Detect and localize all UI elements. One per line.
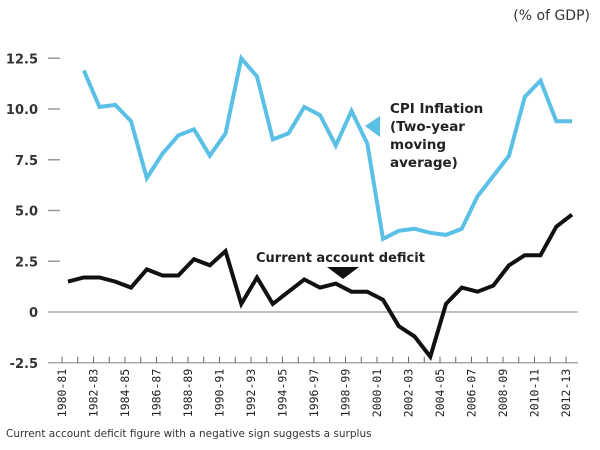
x-axis: 1980-81 1982-83 1984-85 1986-87 1988-89 1990-…: [48, 356, 578, 418]
xtick-label: 1984-85: [118, 369, 132, 417]
ytick-label: 10.0: [6, 103, 38, 118]
cpi-label-line: average): [390, 155, 458, 171]
cpi-pointer-icon: [365, 116, 380, 137]
cpi-label-line: CPI Inflation: [390, 101, 483, 117]
cpi-inflation-line: [81, 53, 572, 242]
y-axis: 12.5 10.0 7.5 5.0 2.5 0 -2.5: [6, 52, 578, 372]
current-account-deficit-line: [67, 213, 574, 361]
unit-label: (% of GDP): [513, 8, 590, 24]
xtick-label: 1986-87: [150, 369, 164, 418]
ytick-label: 2.5: [15, 255, 38, 270]
cpi-label-line: (Two-year: [390, 119, 465, 135]
xtick-label: 2002-03: [402, 369, 416, 418]
xtick-label: 1992-93: [244, 369, 258, 418]
xtick-label: 2010-11: [528, 369, 542, 418]
xtick-label: 1982-83: [87, 369, 101, 418]
cad-pointer-icon: [327, 267, 359, 279]
ytick-label: 7.5: [15, 154, 38, 169]
ytick-label: 0: [29, 306, 38, 321]
footnote: Current account deficit figure with a ne…: [6, 428, 372, 440]
annotation-layer: CPI Inflation (Two-year moving average) Curr…: [256, 101, 483, 279]
xtick-label: 2000-01: [370, 369, 384, 418]
xtick-label: 1988-89: [181, 369, 195, 418]
series-layer: [67, 53, 574, 361]
xtick-label: 1990-91: [213, 369, 227, 418]
xtick-label: 2004-05: [433, 369, 447, 417]
ytick-label: -2.5: [10, 357, 38, 372]
xtick-label: 2006-07: [465, 369, 479, 418]
xtick-label: 1996-97: [307, 369, 321, 418]
cad-label: Current account deficit: [256, 251, 425, 266]
xtick-label: 1980-81: [55, 369, 69, 418]
xtick-label: 2012-13: [559, 369, 573, 418]
ytick-label: 12.5: [6, 52, 38, 67]
ytick-label: 5.0: [15, 205, 38, 220]
xtick-label: 1998-99: [339, 369, 353, 418]
cpi-label-line: moving: [390, 137, 446, 153]
xtick-label: 1994-95: [276, 369, 290, 417]
xtick-label: 2008-09: [496, 369, 510, 418]
